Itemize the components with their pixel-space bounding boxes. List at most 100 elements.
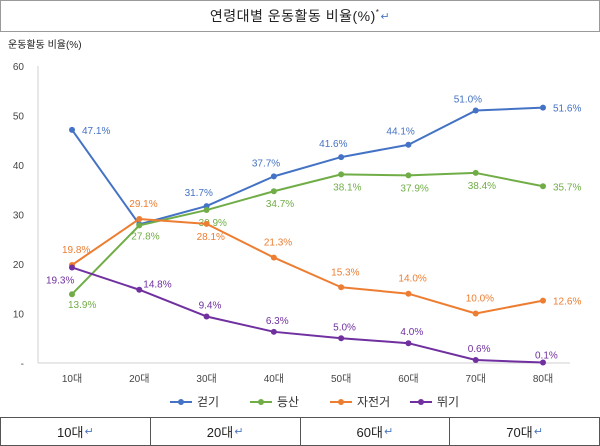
legend-label: 걷기 — [197, 395, 219, 409]
data-point — [69, 126, 75, 133]
data-label: 41.6% — [319, 139, 347, 150]
data-point — [540, 359, 546, 366]
legend-marker — [338, 399, 344, 405]
x-tick-label: 80대 — [533, 373, 553, 385]
data-label: 28.1% — [197, 232, 225, 243]
data-label: 15.3% — [331, 267, 359, 278]
data-label: 14.8% — [143, 280, 171, 291]
y-tick-label: 20 — [13, 260, 25, 271]
data-point — [472, 169, 479, 176]
data-label: 37.7% — [252, 158, 280, 169]
data-point — [270, 188, 277, 195]
data-point — [136, 286, 143, 293]
y-axis-title: 운동활동 비율(%) — [8, 38, 82, 51]
x-tick-label: 70대 — [466, 373, 486, 385]
data-point — [338, 154, 345, 161]
y-tick-label: - — [21, 359, 24, 370]
data-label: 51.0% — [454, 95, 482, 106]
data-label: 6.3% — [266, 316, 289, 327]
data-label: 13.9% — [68, 300, 96, 311]
data-point — [540, 297, 546, 304]
data-point — [405, 340, 412, 347]
table-cell-label: 60대 — [356, 425, 383, 440]
data-label: 14.0% — [398, 274, 426, 285]
data-label: 12.6% — [553, 297, 581, 308]
data-point — [405, 172, 412, 179]
y-tick-label: 60 — [13, 62, 25, 73]
series-line-뛰기 — [71, 266, 544, 364]
chart-area: 운동활동 비율(%) - 10 20 30 40 50 60 10대 20대 30대 40대 50대 60… — [0, 32, 600, 417]
table-cell: 60대 ↵ — [301, 418, 451, 445]
data-label: 44.1% — [386, 127, 414, 138]
data-point — [136, 215, 143, 222]
legend-marker — [178, 399, 184, 405]
paragraph-mark-icon: ↵ — [380, 10, 391, 23]
data-label: 38.1% — [333, 182, 361, 193]
data-label: 19.8% — [62, 245, 90, 256]
data-point — [338, 171, 345, 178]
title-footnote-mark: * — [375, 7, 380, 17]
data-label: 47.1% — [82, 126, 110, 137]
data-label: 19.3% — [46, 275, 74, 286]
data-point — [338, 284, 345, 291]
line-chart: 운동활동 비율(%) - 10 20 30 40 50 60 10대 20대 30대 40대 50대 60… — [8, 38, 581, 409]
legend-marker — [418, 399, 424, 405]
data-point — [540, 104, 546, 111]
data-point — [69, 264, 75, 271]
data-label: 5.0% — [333, 322, 356, 333]
data-point — [270, 254, 277, 261]
data-label: 34.7% — [266, 199, 294, 210]
data-label: 0.1% — [535, 351, 558, 362]
table-cell-label: 10대 — [57, 425, 84, 440]
series-line-등산 — [71, 171, 544, 295]
data-point — [405, 141, 412, 148]
data-point — [472, 310, 479, 317]
data-label: 21.3% — [264, 238, 292, 249]
x-tick-label: 10대 — [62, 373, 82, 385]
table-cell: 20대 ↵ — [151, 418, 301, 445]
x-tick-label: 60대 — [398, 373, 418, 385]
y-tick-label: 50 — [13, 112, 25, 123]
chart-title: 연령대별 운동활동 비율(%) — [209, 8, 376, 24]
data-label: 37.9% — [400, 183, 428, 194]
data-label: 30.9% — [199, 218, 227, 229]
y-tick-label: 30 — [13, 211, 25, 222]
data-label: 35.7% — [553, 182, 581, 193]
data-point — [338, 335, 345, 342]
data-point — [270, 173, 277, 180]
y-tick-label: 10 — [13, 310, 25, 321]
paragraph-mark-icon: ↵ — [533, 426, 543, 438]
table-cell: 70대 ↵ — [450, 418, 599, 445]
chart-title-bar: 연령대별 운동활동 비율(%) * ↵ — [0, 0, 600, 32]
table-cell-label: 20대 — [206, 425, 234, 440]
data-label: 38.4% — [468, 181, 496, 192]
data-label: 10.0% — [466, 294, 494, 305]
x-tick-label: 50대 — [331, 373, 351, 385]
paragraph-mark-icon: ↵ — [84, 426, 94, 438]
table-cell: 10대 ↵ — [1, 418, 151, 445]
x-tick-label: 40대 — [264, 373, 284, 385]
data-point — [472, 107, 479, 114]
data-point — [203, 313, 210, 320]
y-tick-label: 40 — [13, 161, 25, 172]
data-label: 31.7% — [185, 188, 213, 199]
legend-label: 뛰기 — [437, 395, 459, 409]
data-point — [136, 222, 143, 229]
data-label: 29.1% — [129, 199, 157, 210]
data-point — [540, 183, 546, 190]
data-point — [69, 291, 75, 298]
data-point — [203, 220, 210, 227]
data-label: 4.0% — [400, 327, 423, 338]
legend-label: 등산 — [277, 395, 299, 409]
data-point — [472, 357, 479, 364]
legend-marker — [258, 399, 264, 405]
data-point — [270, 328, 277, 335]
data-point — [203, 207, 210, 214]
data-label: 51.6% — [553, 104, 581, 115]
data-label: 27.8% — [131, 231, 159, 242]
data-label: 0.6% — [468, 344, 491, 355]
table-cell-label: 70대 — [506, 425, 533, 440]
age-group-table-row: 10대 ↵ 20대 ↵ 60대 ↵ 70대 ↵ — [0, 417, 600, 446]
x-tick-label: 20대 — [129, 373, 149, 385]
series-line-걷기 — [71, 106, 544, 226]
